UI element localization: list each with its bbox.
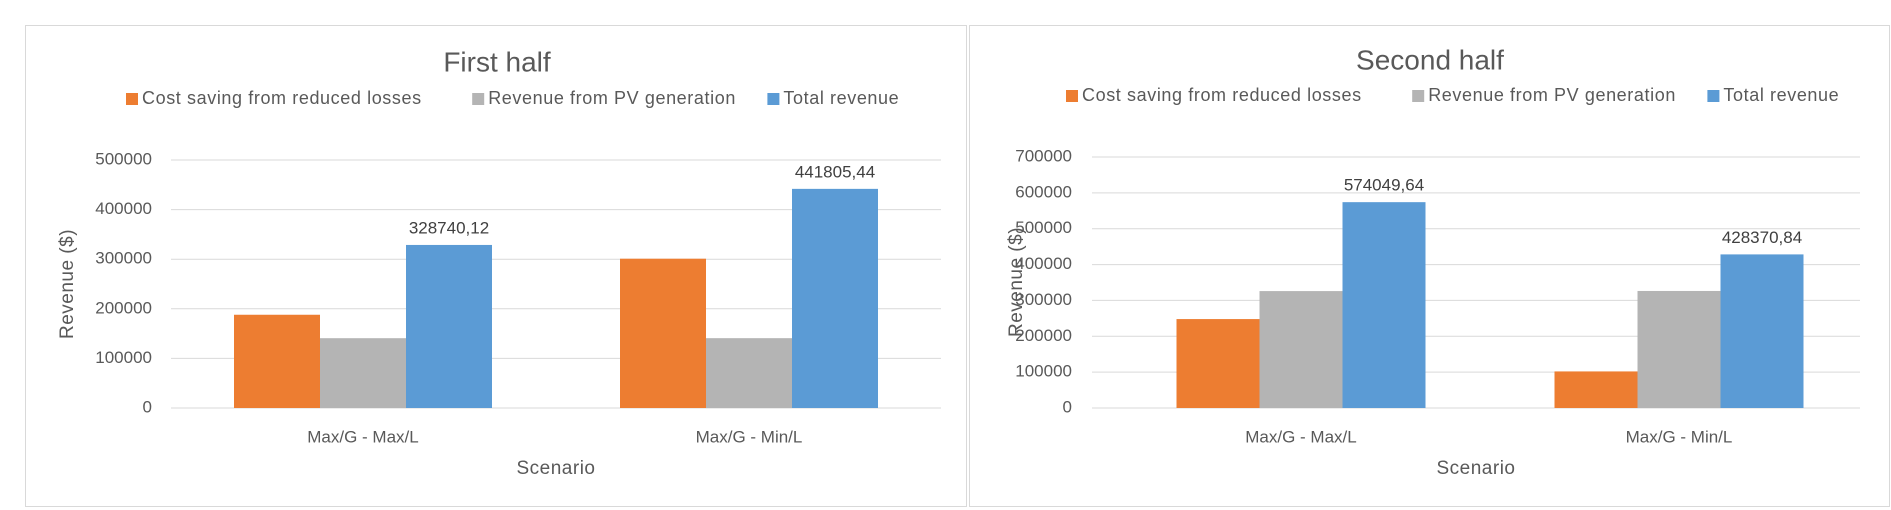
chart-title: First half (443, 46, 551, 77)
x-tick-label: Max/G - Max/L (1245, 427, 1356, 446)
legend-swatch (1066, 90, 1078, 102)
x-axis-title: Scenario (517, 458, 596, 479)
bar-pv-revenue (1259, 291, 1343, 408)
legend-label: Total revenue (783, 88, 899, 108)
bar-pv-revenue (320, 338, 406, 408)
x-tick-label: Max/G - Max/L (307, 427, 418, 446)
x-tick-label: Max/G - Min/L (1626, 427, 1733, 446)
legend-label: Revenue from PV generation (1428, 85, 1676, 105)
y-tick-label: 200000 (95, 298, 152, 317)
chart-panel-second-half: Second half Cost saving from reduced loss… (969, 25, 1890, 507)
legend-swatch (1707, 90, 1720, 102)
data-label: 328740,12 (409, 218, 489, 237)
legend-swatch (126, 93, 138, 105)
y-tick-label: 400000 (95, 199, 152, 218)
y-tick-label: 400000 (1015, 254, 1072, 273)
bar-cost-saving (1176, 319, 1260, 408)
bar-cost-saving (1554, 371, 1638, 408)
legend-swatch (767, 93, 780, 105)
y-axis-title: Revenue ($) (57, 229, 78, 339)
chart-panel-first-half: First half Cost saving from reduced losse… (25, 25, 967, 507)
data-label: 428370,84 (1722, 228, 1802, 247)
bar-pv-revenue (1637, 290, 1721, 408)
chart-svg-first-half: First half Cost saving from reduced losse… (57, 46, 941, 479)
data-label: 574049,64 (1344, 176, 1424, 195)
bar-cost-saving (234, 314, 320, 408)
y-tick-label: 300000 (95, 249, 152, 268)
legend-label: Cost saving from reduced losses (1082, 85, 1362, 105)
chart-title: Second half (1356, 44, 1504, 75)
x-axis-title: Scenario (1437, 458, 1516, 479)
y-tick-label: 0 (1063, 397, 1072, 416)
bar-total-revenue (1342, 202, 1426, 408)
legend-label: Total revenue (1723, 85, 1839, 105)
bar-pv-revenue (706, 338, 792, 408)
y-tick-label: 700000 (1015, 146, 1072, 165)
legend-label: Cost saving from reduced losses (142, 88, 422, 108)
y-tick-label: 100000 (95, 348, 152, 367)
y-tick-label: 600000 (1015, 182, 1072, 201)
bar-total-revenue (406, 244, 492, 408)
legend-swatch (1412, 90, 1425, 102)
y-tick-label: 500000 (95, 149, 152, 168)
y-tick-label: 100000 (1015, 362, 1072, 381)
bar-total-revenue (792, 188, 878, 408)
y-tick-label: 200000 (1015, 326, 1072, 345)
chart-svg-second-half: Second half Cost saving from reduced loss… (1006, 44, 1860, 479)
data-label: 441805,44 (795, 162, 875, 181)
y-axis-title: Revenue ($) (1006, 227, 1027, 337)
y-tick-label: 0 (143, 397, 152, 416)
y-tick-label: 500000 (1015, 218, 1072, 237)
legend-swatch (472, 93, 485, 105)
legend-label: Revenue from PV generation (488, 88, 736, 108)
bar-total-revenue (1720, 254, 1804, 408)
x-tick-label: Max/G - Min/L (696, 427, 803, 446)
bar-cost-saving (620, 258, 706, 408)
y-tick-label: 300000 (1015, 290, 1072, 309)
